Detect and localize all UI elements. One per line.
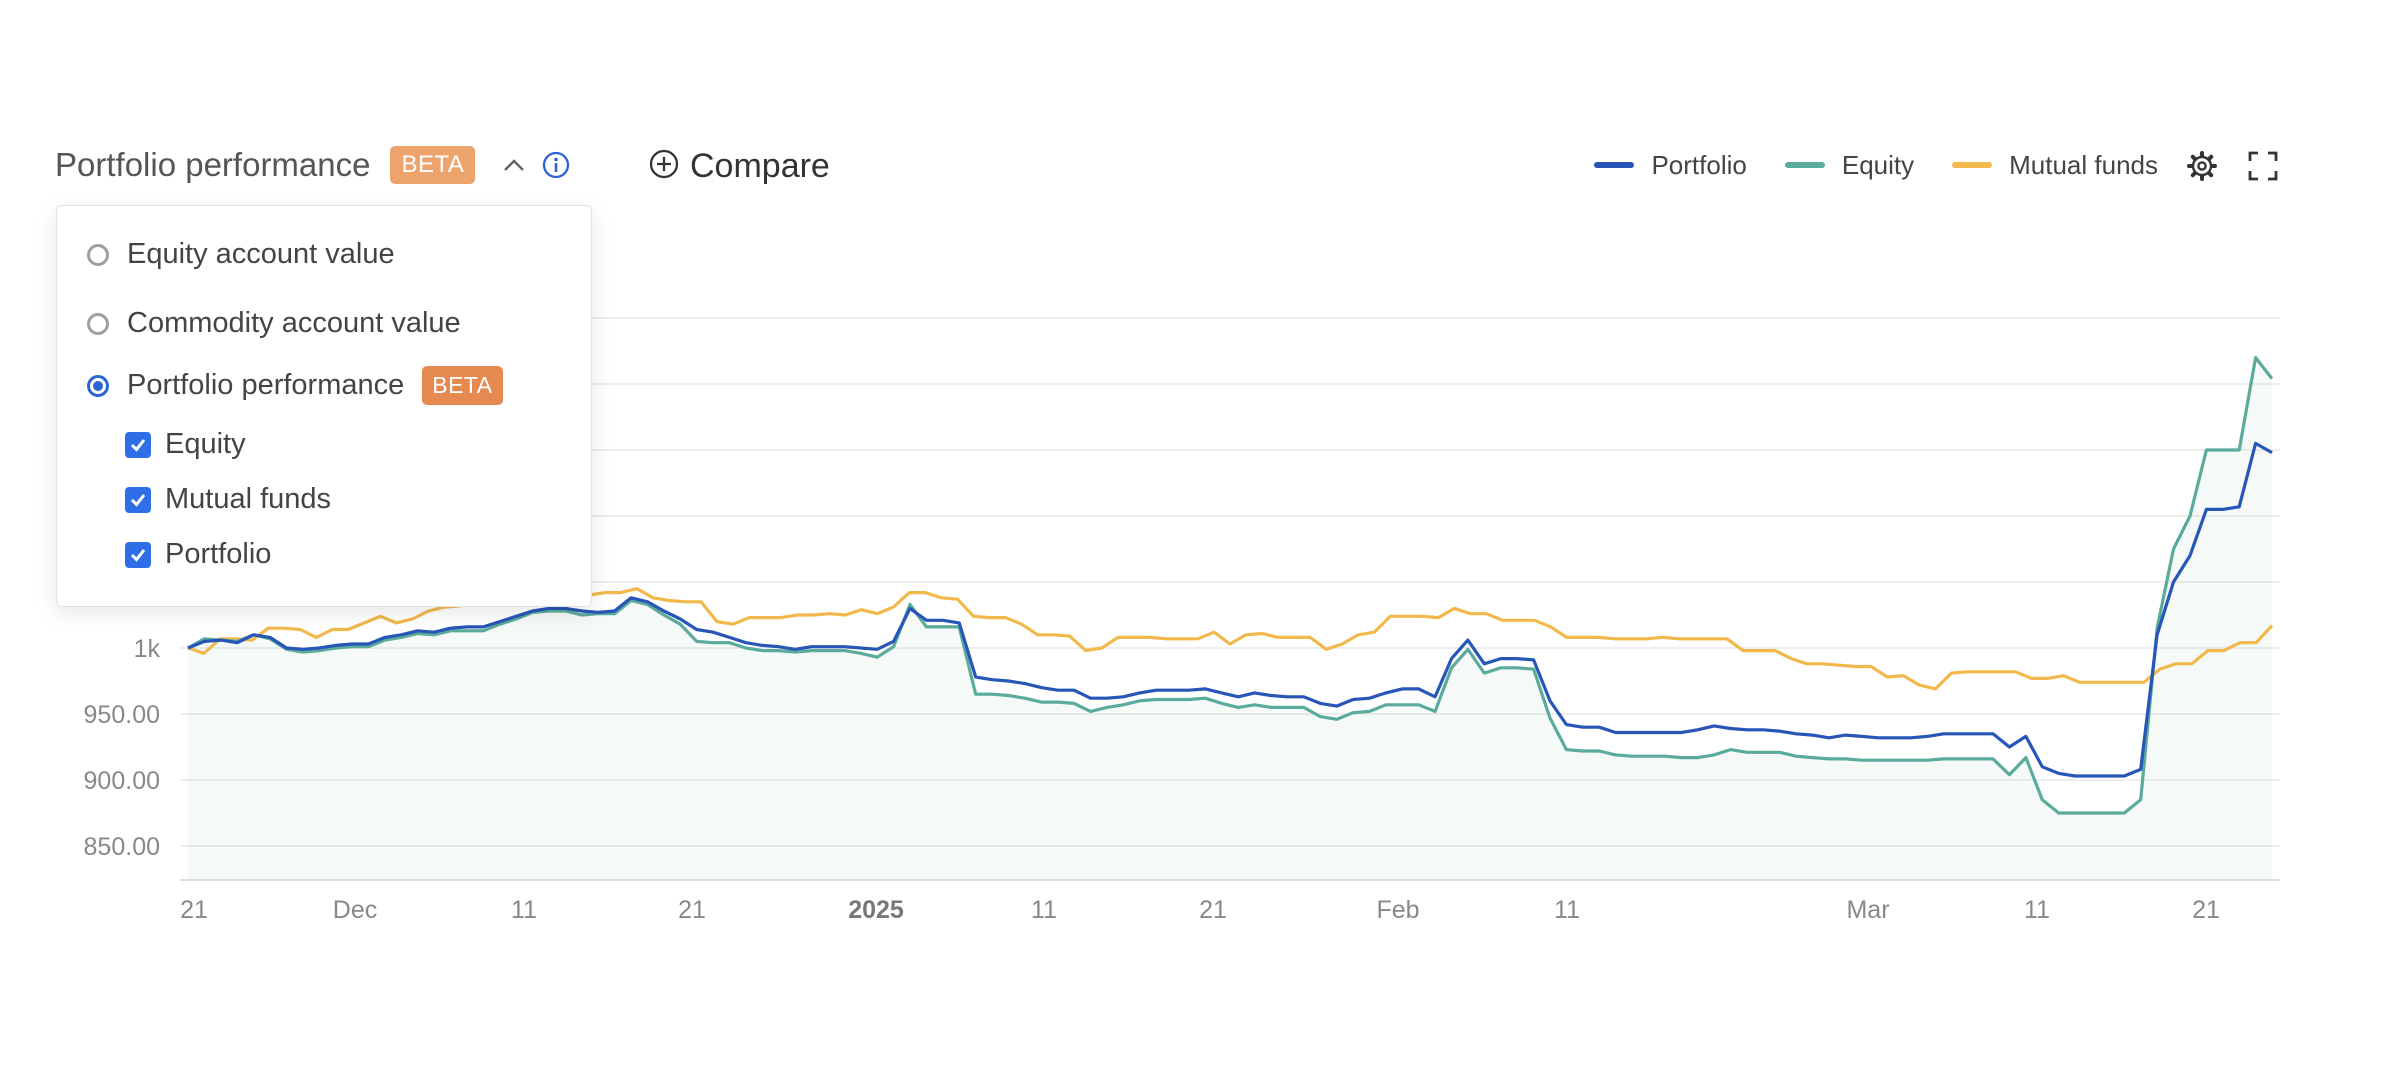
plus-circle-icon bbox=[648, 148, 680, 185]
legend-label: Equity bbox=[1841, 149, 1915, 180]
chart-legend: Portfolio Equity Mutual funds bbox=[1556, 143, 2158, 187]
chart-title: Portfolio performance bbox=[55, 146, 371, 183]
legend-item-portfolio[interactable]: Portfolio bbox=[1594, 149, 1747, 181]
option-commodity-account-value[interactable]: Commodity account value bbox=[87, 307, 461, 340]
gear-icon[interactable] bbox=[2182, 146, 2222, 186]
compare-button[interactable]: Compare bbox=[648, 141, 830, 191]
legend-swatch bbox=[1952, 162, 1993, 168]
info-icon[interactable] bbox=[539, 148, 573, 182]
x-tick-label: 11 bbox=[1031, 896, 1057, 924]
beta-badge: BETA bbox=[422, 366, 503, 405]
checkbox-equity[interactable]: Equity bbox=[125, 428, 246, 461]
legend-label: Portfolio bbox=[1651, 149, 1747, 180]
checkbox-label: Equity bbox=[165, 428, 246, 460]
x-tick-label: Dec bbox=[333, 896, 377, 924]
y-tick-label: 1k bbox=[134, 635, 161, 663]
option-label: Portfolio performance bbox=[127, 369, 405, 401]
option-label: Commodity account value bbox=[127, 307, 461, 339]
x-tick-label: Feb bbox=[1376, 896, 1419, 924]
x-tick-label: 21 bbox=[1199, 896, 1227, 924]
legend-swatch bbox=[1594, 162, 1635, 168]
checkbox-label: Portfolio bbox=[165, 538, 272, 570]
x-tick-label: Mar bbox=[1846, 896, 1889, 924]
checkbox-checked-icon[interactable] bbox=[125, 431, 151, 458]
x-tick-label: 21 bbox=[678, 896, 706, 924]
equity-area-fill bbox=[188, 357, 2272, 881]
radio-button[interactable] bbox=[87, 312, 109, 335]
checkbox-checked-icon[interactable] bbox=[125, 541, 151, 568]
chart-header: Portfolio performance BETA bbox=[55, 140, 573, 190]
checkbox-mutual-funds[interactable]: Mutual funds bbox=[125, 483, 331, 516]
radio-button[interactable] bbox=[87, 374, 109, 397]
y-tick-label: 850.00 bbox=[84, 833, 160, 861]
option-label: Equity account value bbox=[127, 238, 395, 270]
compare-label: Compare bbox=[690, 146, 830, 185]
view-selector-dropdown: Equity account value Commodity account v… bbox=[56, 205, 592, 607]
option-portfolio-performance[interactable]: Portfolio performance BETA bbox=[87, 366, 503, 405]
y-tick-label: 950.00 bbox=[84, 701, 160, 729]
option-equity-account-value[interactable]: Equity account value bbox=[87, 238, 395, 271]
legend-label: Mutual funds bbox=[2009, 149, 2158, 180]
legend-item-mutual-funds[interactable]: Mutual funds bbox=[1952, 150, 2158, 181]
checkbox-portfolio[interactable]: Portfolio bbox=[125, 538, 271, 571]
chevron-up-icon[interactable] bbox=[499, 150, 529, 180]
y-tick-label: 900.00 bbox=[84, 767, 160, 795]
beta-badge: BETA bbox=[390, 146, 476, 184]
x-tick-label: 2025 bbox=[848, 896, 904, 924]
series-line-portfolio bbox=[187, 441, 2273, 778]
legend-swatch bbox=[1784, 162, 1825, 168]
x-tick-label: 21 bbox=[2192, 896, 2220, 924]
x-tick-label: 21 bbox=[180, 896, 208, 924]
x-tick-label: 11 bbox=[511, 896, 537, 924]
x-tick-label: 11 bbox=[1554, 896, 1580, 924]
checkbox-label: Mutual funds bbox=[165, 483, 332, 515]
fullscreen-icon[interactable] bbox=[2243, 146, 2283, 186]
legend-item-equity[interactable]: Equity bbox=[1784, 149, 1915, 181]
radio-button[interactable] bbox=[87, 243, 109, 266]
checkbox-checked-icon[interactable] bbox=[125, 486, 151, 513]
x-tick-label: 11 bbox=[2024, 896, 2050, 924]
